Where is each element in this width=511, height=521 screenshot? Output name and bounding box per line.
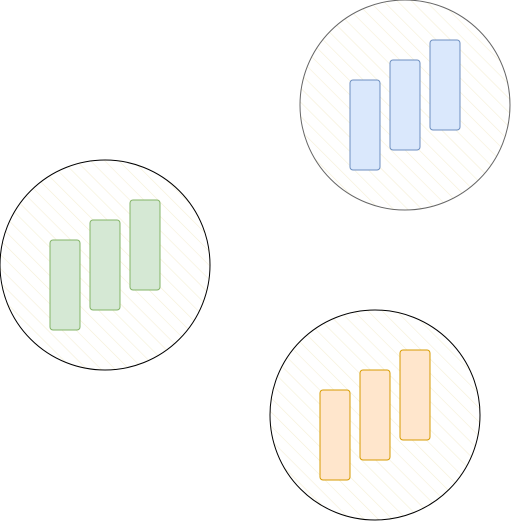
bar-orange-2 — [359, 369, 391, 461]
group-orange — [269, 309, 481, 521]
bar-green-1 — [49, 239, 81, 331]
bar-orange-3 — [399, 349, 431, 441]
group-blue — [299, 0, 511, 211]
bar-green-3 — [129, 199, 161, 291]
bar-blue-2 — [389, 59, 421, 151]
bar-blue-1 — [349, 79, 381, 171]
group-green — [0, 159, 211, 371]
bar-green-2 — [89, 219, 121, 311]
bar-blue-3 — [429, 39, 461, 131]
bar-orange-1 — [319, 389, 351, 481]
